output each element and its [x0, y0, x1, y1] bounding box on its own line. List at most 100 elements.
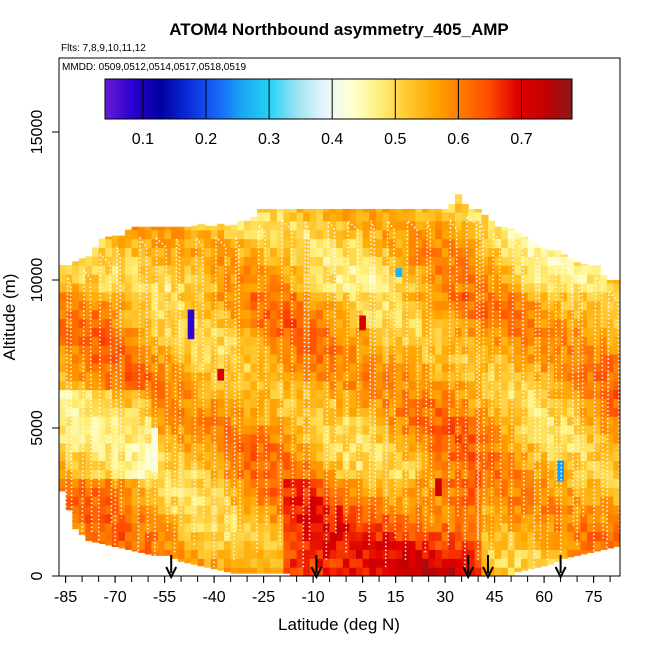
heatmap-cell: [204, 327, 212, 337]
heatmap-cell: [369, 371, 377, 382]
heatmap-cell: [547, 291, 555, 302]
heatmap-cell: [375, 265, 383, 275]
heatmap-cell: [507, 256, 515, 266]
heatmap-cell: [118, 380, 126, 391]
heatmap-cell: [171, 300, 179, 311]
heatmap-cell: [197, 513, 205, 524]
heatmap-cell: [210, 531, 218, 542]
heatmap-cell: [144, 407, 152, 417]
heatmap-cell: [72, 425, 80, 435]
heatmap-cell: [521, 274, 529, 284]
heatmap-cell: [336, 460, 344, 471]
heatmap-cell: [237, 354, 245, 364]
heatmap-cell: [613, 460, 620, 471]
heatmap-cell: [323, 345, 331, 355]
heatmap-cell: [118, 389, 126, 399]
heatmap-cell: [428, 336, 436, 346]
heatmap-cell: [428, 398, 436, 408]
heatmap-cell: [408, 496, 416, 506]
heatmap-cell: [158, 504, 166, 515]
heatmap-cell: [507, 265, 515, 275]
heatmap-cell: [290, 558, 298, 568]
heatmap-cell: [329, 487, 337, 497]
heatmap-cell: [600, 478, 608, 488]
heatmap-cell: [415, 309, 423, 320]
heatmap-cell: [560, 354, 568, 364]
heatmap-cell: [554, 513, 562, 524]
heatmap-cell: [547, 309, 555, 320]
heatmap-cell: [131, 469, 139, 479]
heatmap-cell: [540, 389, 548, 399]
heatmap-cell: [362, 504, 370, 515]
heatmap-cell: [587, 504, 595, 515]
heatmap-cell: [230, 291, 238, 302]
heatmap-cell: [534, 531, 542, 542]
heatmap-cell: [59, 380, 67, 391]
heatmap-cell: [65, 407, 73, 417]
heatmap-cell: [514, 380, 522, 391]
heatmap-cell: [92, 460, 100, 471]
heatmap-cell: [580, 345, 588, 355]
heatmap-cell: [501, 291, 509, 302]
heatmap-cell: [105, 451, 113, 462]
heatmap-cell: [263, 425, 271, 435]
heatmap-cell: [263, 451, 271, 462]
heatmap-cell: [59, 398, 67, 408]
heatmap-cell: [362, 425, 370, 435]
heatmap-cell: [362, 407, 370, 417]
heatmap-cell: [290, 318, 298, 328]
heatmap-cell: [72, 513, 80, 524]
heatmap-cell: [613, 282, 620, 293]
heatmap-cell: [560, 531, 568, 542]
heatmap-cell: [395, 522, 403, 533]
heatmap-cell: [547, 549, 555, 559]
heatmap-cell: [210, 345, 218, 355]
heatmap-cell: [593, 327, 601, 337]
heatmap-cell: [468, 487, 476, 497]
heatmap-cell: [342, 208, 350, 213]
heatmap-cell: [587, 531, 595, 542]
heatmap-cell: [356, 522, 364, 533]
heatmap-cell: [303, 398, 311, 408]
heatmap-cell: [85, 256, 93, 266]
heatmap-cell: [540, 336, 548, 346]
heatmap-cell: [468, 416, 476, 426]
heatmap-cell: [210, 416, 218, 426]
heatmap-cell: [534, 336, 542, 346]
heatmap-cell: [389, 309, 397, 320]
heatmap-cell: [131, 389, 139, 399]
heatmap-cell: [587, 433, 595, 444]
heatmap-cell: [455, 496, 463, 506]
heatmap-cell: [389, 460, 397, 471]
heatmap-cell: [276, 265, 284, 275]
heatmap-cell: [111, 513, 119, 524]
heatmap-cell: [131, 327, 139, 337]
heatmap-cell: [455, 460, 463, 471]
heatmap-cell: [494, 265, 502, 275]
heatmap-cell: [263, 478, 271, 488]
heatmap-cell: [534, 549, 542, 559]
heatmap-cell: [521, 282, 529, 293]
heatmap-cell: [171, 309, 179, 320]
heatmap-cell: [303, 380, 311, 391]
heatmap-cell: [356, 496, 364, 506]
heatmap-cell: [521, 478, 529, 488]
heatmap-cell: [105, 522, 113, 533]
heatmap-cell: [283, 318, 291, 328]
heatmap-cell: [257, 208, 265, 213]
heatmap-cell: [375, 549, 383, 559]
heatmap-cell: [448, 442, 456, 453]
heatmap-cell: [230, 336, 238, 346]
heatmap-cell: [177, 487, 185, 497]
heatmap-cell: [296, 549, 304, 559]
heatmap-cell: [501, 238, 509, 249]
heatmap-cell: [270, 282, 278, 293]
heatmap-cell: [191, 425, 199, 435]
heatmap-cell: [309, 300, 317, 311]
heatmap-cell: [78, 362, 86, 373]
heatmap-cell: [250, 380, 258, 391]
heatmap-cell: [85, 371, 93, 382]
heatmap-cell: [613, 280, 620, 284]
heatmap-cell: [257, 300, 265, 311]
heatmap-cell: [230, 487, 238, 497]
